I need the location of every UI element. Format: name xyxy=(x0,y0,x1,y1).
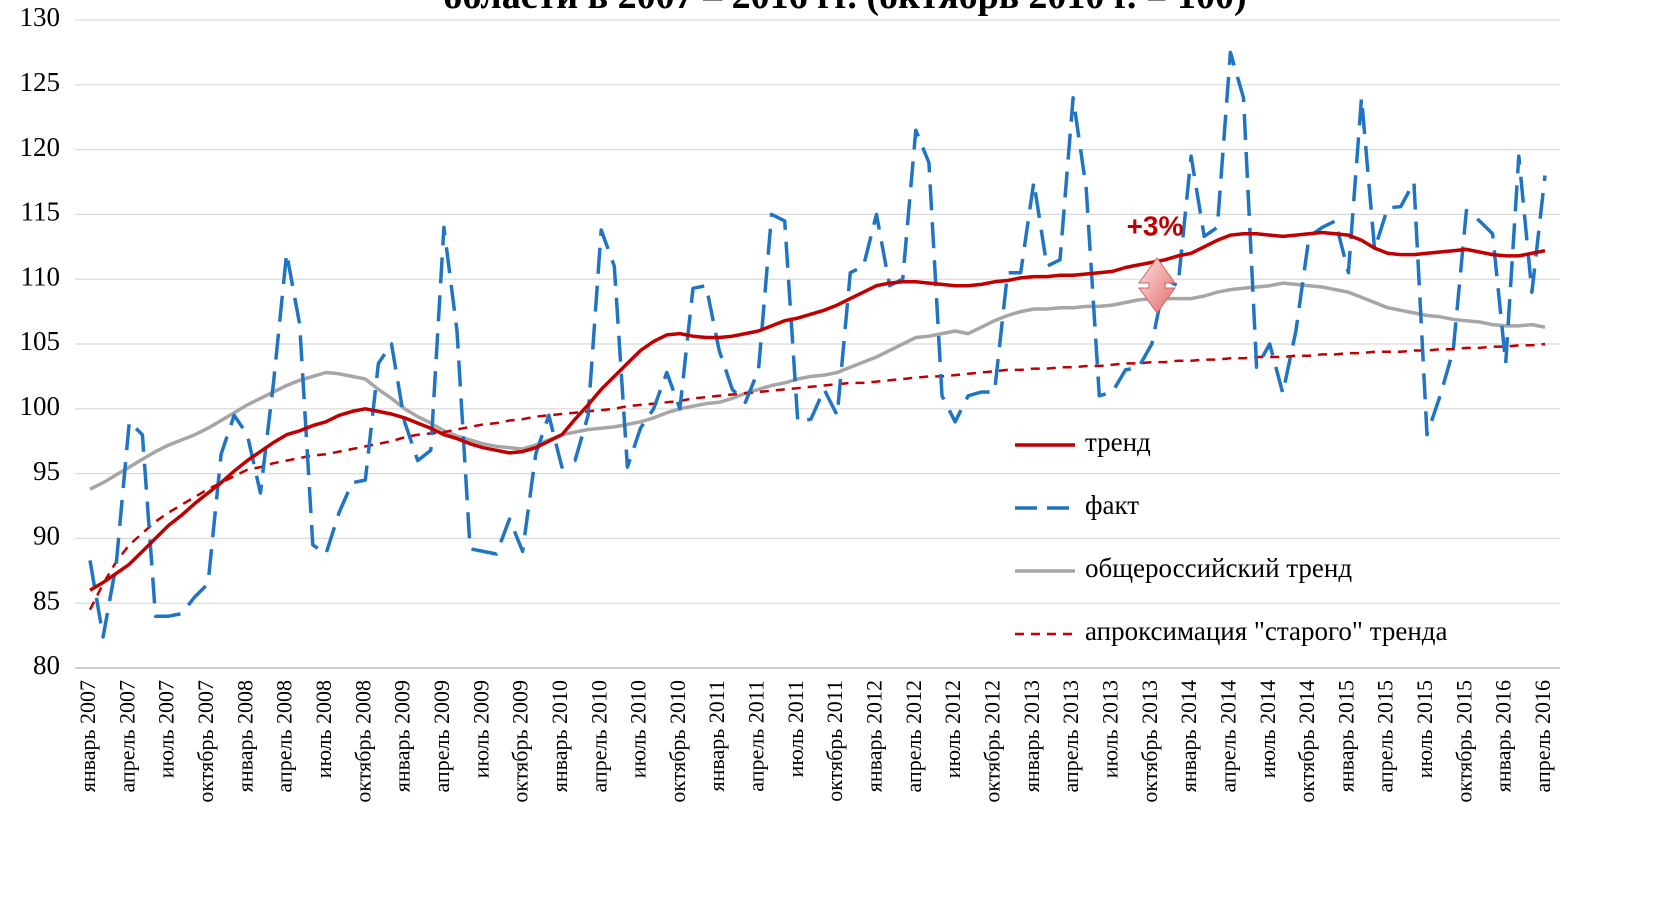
x-tick-label: октябрь 2012 xyxy=(980,680,1005,803)
x-tick-label: январь 2013 xyxy=(1019,680,1044,792)
y-tick-label: 130 xyxy=(20,2,61,32)
x-tick-label: январь 2012 xyxy=(862,680,887,792)
x-tick-label: январь 2009 xyxy=(390,680,415,792)
y-tick-label: 100 xyxy=(20,391,61,421)
legend-label: апроксимация "старого" тренда xyxy=(1085,616,1447,646)
x-tick-label: апрель 2012 xyxy=(901,680,926,793)
difference-arrow xyxy=(1138,257,1176,314)
series-line xyxy=(89,230,1546,592)
x-tick-label: октябрь 2011 xyxy=(822,680,847,802)
legend-label: факт xyxy=(1085,490,1139,520)
y-tick-label: 105 xyxy=(20,326,61,356)
y-tick-label: 95 xyxy=(33,456,60,486)
grid: 80 85 90 95 100 105 110 115 120 125 130 январь 2007… xyxy=(20,2,1560,803)
x-tick-label: октябрь 2013 xyxy=(1137,680,1162,803)
x-tick-label: июль 2008 xyxy=(311,680,336,778)
x-tick-label: октябрь 2008 xyxy=(350,680,375,803)
y-tick-label: 80 xyxy=(33,650,60,680)
legend-label: общероссийский тренд xyxy=(1085,553,1352,583)
x-tick-label: октябрь 2007 xyxy=(193,680,218,803)
x-tick-label: июль 2011 xyxy=(783,680,808,777)
y-tick-label: 90 xyxy=(33,521,60,551)
x-tick-label: июль 2014 xyxy=(1255,680,1280,778)
x-tick-label: июль 2015 xyxy=(1412,680,1437,778)
x-tick-label: апрель 2009 xyxy=(429,680,454,793)
x-tick-label: январь 2015 xyxy=(1333,680,1358,792)
x-tick-label: январь 2007 xyxy=(75,680,100,792)
x-tick-label: январь 2011 xyxy=(704,680,729,791)
series-line xyxy=(88,342,1546,611)
y-tick-label: 115 xyxy=(21,197,61,227)
chart-title: области в 2007 – 2016 гг. (октябрь 2010 … xyxy=(443,0,1246,17)
x-tick-label: июль 2007 xyxy=(154,680,179,778)
x-tick-label: октябрь 2010 xyxy=(665,680,690,803)
x-tick-label: апрель 2010 xyxy=(586,680,611,793)
x-tick-label: апрель 2007 xyxy=(114,680,139,793)
x-tick-label: июль 2012 xyxy=(940,680,965,778)
x-tick-label: апрель 2015 xyxy=(1373,680,1398,793)
x-tick-label: июль 2013 xyxy=(1097,680,1122,778)
x-tick-label: июль 2009 xyxy=(468,680,493,778)
y-tick-label: 110 xyxy=(21,261,61,291)
lines xyxy=(88,50,1547,639)
x-tick-label: январь 2010 xyxy=(547,680,572,792)
x-tick-label: апрель 2013 xyxy=(1058,680,1083,793)
x-tick-label: апрель 2008 xyxy=(272,680,297,793)
legend-label: тренд xyxy=(1085,427,1151,457)
x-tick-label: апрель 2011 xyxy=(744,680,769,792)
x-tick-label: октябрь 2014 xyxy=(1294,680,1319,803)
x-tick-label: апрель 2016 xyxy=(1530,680,1555,793)
series-line xyxy=(88,50,1547,639)
x-tick-label: январь 2016 xyxy=(1491,680,1516,792)
x-tick-label: октябрь 2015 xyxy=(1451,680,1476,803)
y-tick-label: 85 xyxy=(33,585,60,615)
x-tick-label: январь 2014 xyxy=(1176,680,1201,792)
x-tick-label: апрель 2014 xyxy=(1215,680,1240,793)
x-tick-label: октябрь 2009 xyxy=(508,680,533,803)
legend: тренд факт общероссийский тренд апроксимаци… xyxy=(1015,427,1447,646)
y-tick-label: 125 xyxy=(20,67,61,97)
x-tick-label: январь 2008 xyxy=(232,680,257,792)
x-tick-label: июль 2010 xyxy=(626,680,651,778)
annotation: +3% xyxy=(1127,210,1184,241)
y-tick-label: 120 xyxy=(20,132,61,162)
